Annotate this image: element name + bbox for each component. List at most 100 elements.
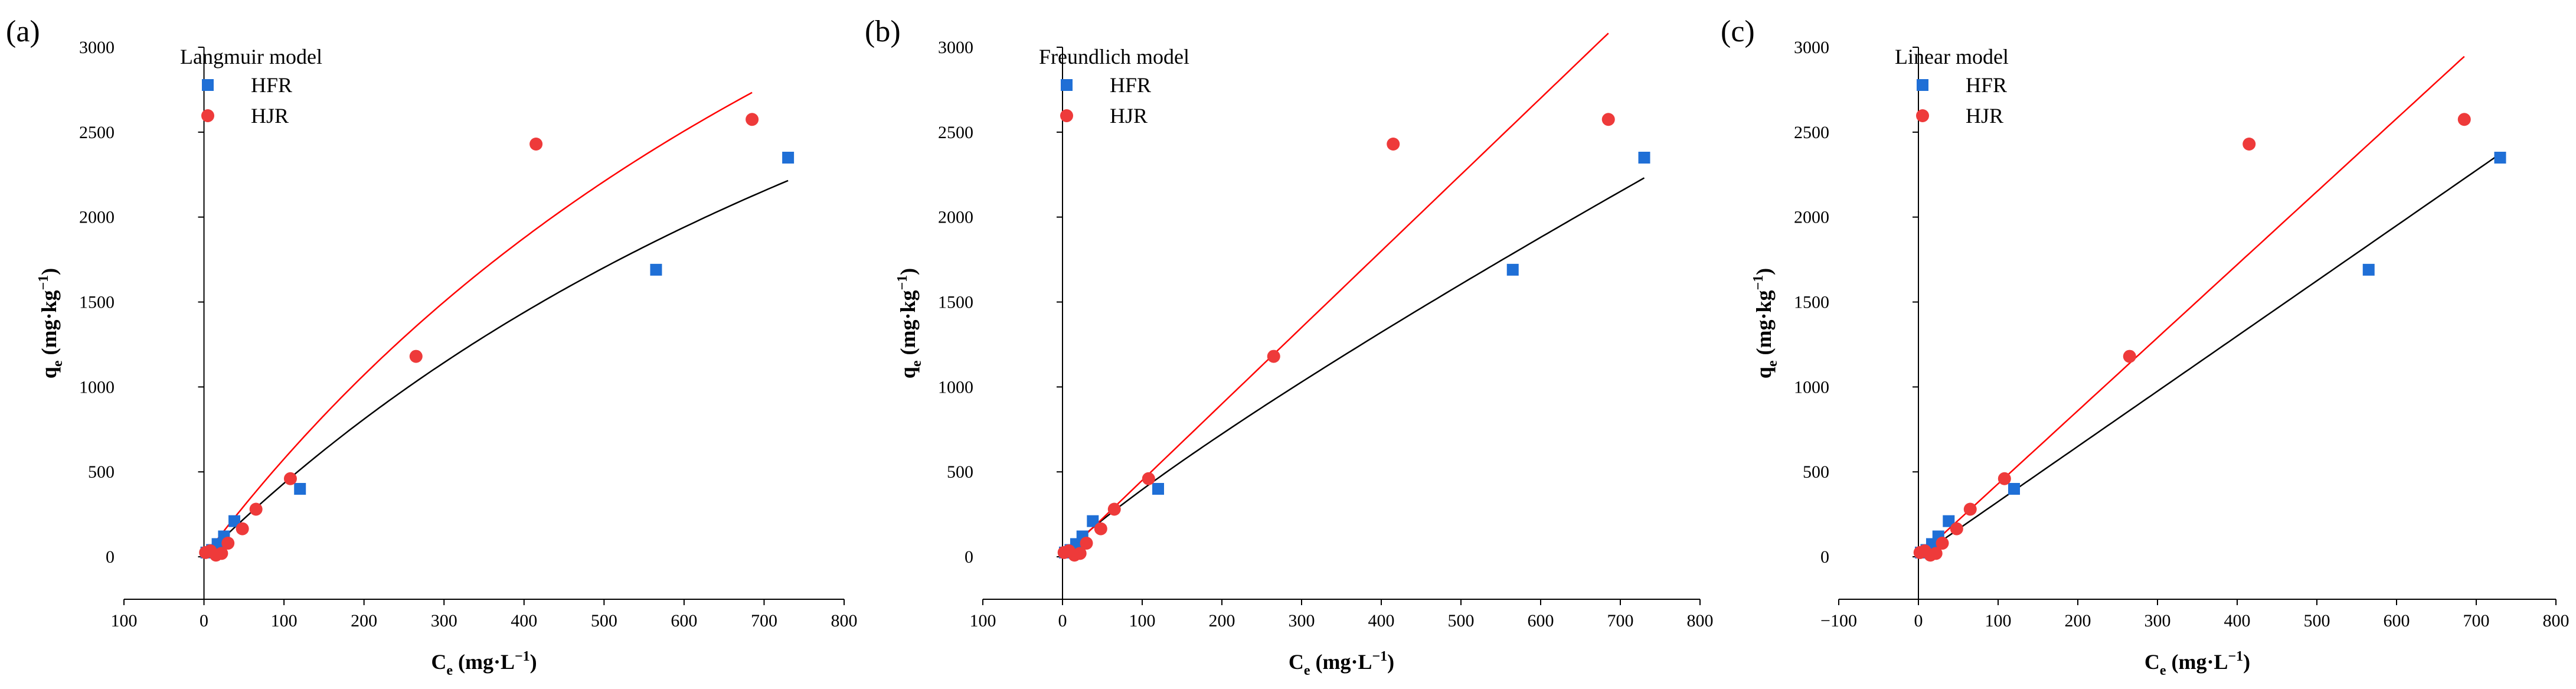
x-axis-title: Ce (mg·L−1) [431,649,537,678]
data-point-hjr [1963,502,1977,516]
legend-label-hfr: HFR [251,73,292,97]
y-tick-label: 500 [1803,462,1829,482]
data-point-hjr [1073,547,1087,560]
y-tick-label: 1000 [938,377,973,397]
x-axis-title-end: ) [2243,650,2250,674]
x-tick-label: 300 [431,611,457,631]
x-tick-label: 800 [831,611,858,631]
y-axis-title-sub: e [1765,360,1780,367]
fit-line-hjr [203,92,753,557]
x-tick-label: 800 [2543,611,2570,631]
data-point-hjr [1142,472,1155,485]
x-axis-title-sup: −1 [2228,649,2243,664]
data-point-hfr [228,515,241,527]
data-point-hjr [1387,137,1400,151]
x-tick-label: 100 [970,611,996,631]
y-tick-label: 1000 [1794,377,1829,397]
data-point-hjr [1267,350,1280,363]
y-axis-title-end: ) [896,268,920,275]
legend-marker-hjr [1060,109,1073,122]
legend-title: Langmuir model [180,45,322,68]
y-tick-label: 0 [106,547,115,567]
legend-marker-hjr [201,109,214,122]
data-point-hfr [2494,152,2506,164]
y-axis-title: qe (mg·kg−1) [1751,268,1780,378]
x-tick-label: 100 [1985,611,2012,631]
x-axis-title-main: C [2145,650,2160,674]
legend-label-hjr: HJR [251,104,289,128]
y-axis-title-unit: (mg·kg [1752,290,1776,360]
y-tick-label: 3000 [79,38,115,57]
data-point-hjr [1929,547,1943,560]
data-point-hfr [294,483,306,495]
data-point-hjr [2457,113,2471,126]
x-tick-label: 0 [200,611,208,631]
x-tick-label: 200 [2065,611,2091,631]
x-axis-title-sup: −1 [515,649,530,664]
y-axis-title-main: q [37,367,61,378]
x-tick-label: 400 [2224,611,2251,631]
x-axis-title-unit: (mg·L [1310,650,1372,674]
data-point-hjr [236,522,249,535]
fit-line-hfr [1062,177,1645,557]
x-axis-title-sub: e [1304,663,1310,678]
data-point-hfr [2008,483,2020,495]
data-point-hjr [529,137,543,151]
x-tick-label: 100 [1129,611,1156,631]
y-axis-title-end: ) [1752,268,1776,275]
x-tick-label: 700 [751,611,777,631]
y-tick-label: 1500 [79,293,115,312]
x-tick-label: 200 [351,611,377,631]
y-tick-label: 2000 [79,208,115,227]
y-axis-title-end: ) [37,268,61,275]
x-axis-title-unit: (mg·L [453,650,515,674]
y-axis-title-main: q [896,367,920,378]
x-axis-title-main: C [1289,650,1304,674]
data-point-hfr [1943,515,1955,527]
panel-label: (a) [6,15,40,48]
data-point-hfr [1638,152,1650,164]
x-axis-title-unit: (mg·L [2166,650,2228,674]
data-point-hjr [1950,522,1963,535]
x-axis-title: Ce (mg·L−1) [1289,649,1394,678]
legend-marker-hfr [1917,79,1928,91]
data-point-hjr [409,350,423,363]
x-tick-label: 700 [1607,611,1634,631]
x-tick-label: 600 [2384,611,2410,631]
y-tick-label: 2500 [938,123,973,142]
legend-label-hfr: HFR [1110,73,1151,97]
y-axis-title: qe (mg·kg−1) [895,268,924,378]
y-tick-label: 500 [88,462,115,482]
y-tick-label: 2500 [1794,123,1829,142]
data-point-hjr [2242,137,2256,151]
legend-marker-hjr [1916,109,1929,122]
y-tick-label: 0 [1820,547,1829,567]
legend-label-hfr: HFR [1966,73,2007,97]
legend-title: Linear model [1895,45,2009,68]
y-tick-label: 500 [947,462,973,482]
x-axis-title: Ce (mg·L−1) [2145,649,2250,678]
data-point-hfr [2362,263,2375,276]
chart-panel-3: (c) −100 0 100 200 300 400 500 600 700 800 0 500 1000… [1721,15,2570,678]
legend-label-hjr: HJR [1110,104,1148,128]
data-point-hjr [1998,472,2011,485]
y-axis-title-unit: (mg·kg [37,290,61,360]
y-axis-title-sub: e [909,360,924,367]
y-tick-label: 1500 [938,293,973,312]
data-point-hjr [746,113,759,126]
x-tick-label: 0 [1914,611,1923,631]
y-tick-label: 2000 [1794,208,1829,227]
x-axis-title-sub: e [2160,663,2166,678]
y-axis-title-sub: e [50,360,66,367]
fit-line-hfr [203,179,789,557]
data-point-hfr [782,152,795,164]
x-tick-label: 100 [271,611,298,631]
data-point-hjr [1080,537,1093,550]
y-tick-label: 2000 [938,208,973,227]
x-tick-label: −100 [1820,611,1857,631]
chart-panel-2: (b)100 0 100 200 300 400 500 600 700 800050010001… [865,15,1714,678]
x-tick-label: 100 [111,611,138,631]
data-point-hjr [1107,502,1121,516]
